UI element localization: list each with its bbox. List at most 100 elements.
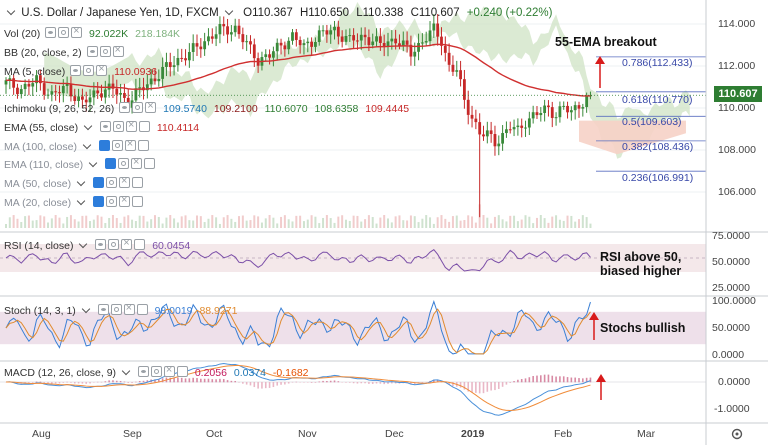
visibility-icon[interactable] — [70, 65, 82, 76]
legend-label[interactable]: MA (5, close) — [4, 66, 66, 78]
candle — [367, 37, 371, 46]
visibility-icon[interactable] — [119, 102, 131, 113]
legend-ma50[interactable]: MA (50, close) — [4, 175, 143, 191]
legend-ema110[interactable]: EMA (110, close) — [4, 156, 156, 172]
close-icon[interactable] — [118, 175, 130, 188]
chevron-down-icon[interactable] — [121, 366, 131, 376]
visibility-icon[interactable] — [97, 304, 109, 315]
legend-label[interactable]: EMA (110, close) — [4, 159, 84, 171]
legend-stoch[interactable]: Stoch (14, 3, 1) 98.0019 88.9271 — [4, 302, 237, 318]
hidden-eye-icon[interactable] — [105, 158, 117, 169]
candle — [35, 75, 38, 84]
more-icon[interactable] — [176, 366, 188, 377]
settings-icon[interactable] — [112, 121, 124, 132]
legend-label[interactable]: MA (100, close) — [4, 141, 77, 153]
legend-ma100[interactable]: MA (100, close) — [4, 138, 149, 154]
chevron-down-icon[interactable] — [79, 239, 88, 249]
legend-label[interactable]: EMA (55, close) — [4, 122, 79, 134]
close-icon[interactable] — [71, 25, 83, 38]
legend-value: 110.0936 — [114, 66, 158, 78]
chevron-down-icon[interactable] — [83, 121, 93, 131]
legend-label[interactable]: MACD (12, 26, close, 9) — [4, 367, 117, 379]
settings-icon[interactable] — [132, 102, 144, 113]
settings-icon[interactable] — [105, 196, 117, 207]
volume-bar — [92, 219, 95, 228]
legend-ma20[interactable]: MA (20, close) — [4, 194, 143, 210]
close-icon[interactable] — [121, 237, 133, 250]
settings-icon[interactable] — [83, 65, 95, 76]
symbol-title[interactable]: U.S. Dollar / Japanese Yen, 1D, FXCM — [21, 7, 219, 19]
legend-ichimoku[interactable]: Ichimoku (9, 26, 52, 26) 109.5740 109.21… — [4, 100, 409, 116]
hidden-eye-icon[interactable] — [98, 140, 110, 151]
visibility-icon[interactable] — [137, 366, 149, 377]
gear-icon[interactable] — [731, 428, 743, 440]
chevron-down-icon[interactable] — [88, 158, 98, 168]
collapse-chevron-icon[interactable] — [6, 6, 16, 16]
more-icon[interactable] — [134, 239, 146, 250]
stoch-pane[interactable] — [0, 299, 706, 355]
legend-ma5[interactable]: MA (5, close) 110.0936 — [4, 63, 158, 79]
settings-icon[interactable] — [111, 140, 123, 151]
more-icon[interactable] — [138, 121, 150, 132]
close-icon[interactable] — [124, 138, 136, 151]
close-icon[interactable] — [123, 302, 135, 315]
settings-icon[interactable] — [150, 366, 162, 377]
candle — [54, 91, 58, 93]
more-icon[interactable] — [131, 196, 143, 207]
visibility-icon[interactable] — [95, 239, 107, 250]
more-icon[interactable] — [131, 177, 143, 188]
legend-bb[interactable]: BB (20, close, 2) — [4, 44, 124, 60]
chevron-down-icon[interactable] — [76, 177, 86, 187]
settings-icon[interactable] — [108, 239, 120, 250]
visibility-icon[interactable] — [45, 27, 57, 38]
close-icon[interactable] — [145, 100, 157, 113]
macd-histogram-bar — [284, 382, 286, 385]
legend-label[interactable]: BB (20, close, 2) — [4, 47, 82, 59]
legend-label[interactable]: Vol (20) — [4, 28, 41, 40]
candle — [302, 43, 306, 46]
more-icon[interactable] — [137, 140, 149, 151]
settings-icon[interactable] — [99, 46, 111, 57]
legend-ema55[interactable]: EMA (55, close) 110.4114 — [4, 119, 199, 135]
hidden-eye-icon[interactable] — [92, 196, 104, 207]
chevron-down-icon[interactable] — [224, 6, 234, 16]
legend-macd[interactable]: MACD (12, 26, close, 9) 0.2056 0.0374 -0… — [4, 364, 309, 380]
legend-label[interactable]: MA (50, close) — [4, 178, 72, 190]
legend-vol[interactable]: Vol (20) 92.022K 218.184K — [4, 25, 180, 41]
visibility-icon[interactable] — [99, 121, 111, 132]
volume-bar — [409, 215, 412, 228]
chevron-down-icon[interactable] — [81, 304, 90, 314]
legend-label[interactable]: Ichimoku (9, 26, 52, 26) — [4, 103, 115, 115]
legend-label[interactable]: MA (20, close) — [4, 197, 72, 209]
more-icon[interactable] — [136, 304, 148, 315]
settings-icon[interactable] — [118, 158, 130, 169]
settings-icon[interactable] — [110, 304, 122, 315]
volume-bar — [203, 222, 206, 228]
chevron-down-icon[interactable] — [76, 196, 86, 206]
symbol-header[interactable]: U.S. Dollar / Japanese Yen, 1D, FXCM O11… — [4, 6, 552, 20]
candle — [363, 34, 367, 38]
more-icon[interactable] — [144, 158, 156, 169]
chevron-down-icon[interactable] — [82, 140, 92, 150]
hidden-eye-icon[interactable] — [92, 177, 104, 188]
legend-label[interactable]: Stoch (14, 3, 1) — [4, 305, 76, 317]
close-icon[interactable] — [125, 119, 137, 132]
rsi-pane[interactable] — [0, 244, 706, 272]
close-icon[interactable] — [96, 63, 108, 76]
close-icon[interactable] — [118, 194, 130, 207]
volume-bar — [241, 215, 244, 228]
legend-label[interactable]: RSI (14, close) — [4, 240, 74, 252]
macd-pane[interactable] — [0, 363, 706, 416]
candle — [581, 107, 585, 109]
settings-icon[interactable] — [58, 27, 70, 38]
volume-bar — [524, 215, 527, 228]
close-icon[interactable] — [131, 156, 143, 169]
current-price-tag: 110.607 — [714, 86, 762, 102]
close-icon[interactable] — [163, 364, 175, 377]
rsi-tick: 25.0000 — [712, 282, 750, 294]
close-icon[interactable] — [112, 44, 124, 57]
visibility-icon[interactable] — [86, 46, 98, 57]
legend-rsi[interactable]: RSI (14, close) 60.0454 — [4, 237, 190, 253]
settings-icon[interactable] — [105, 177, 117, 188]
